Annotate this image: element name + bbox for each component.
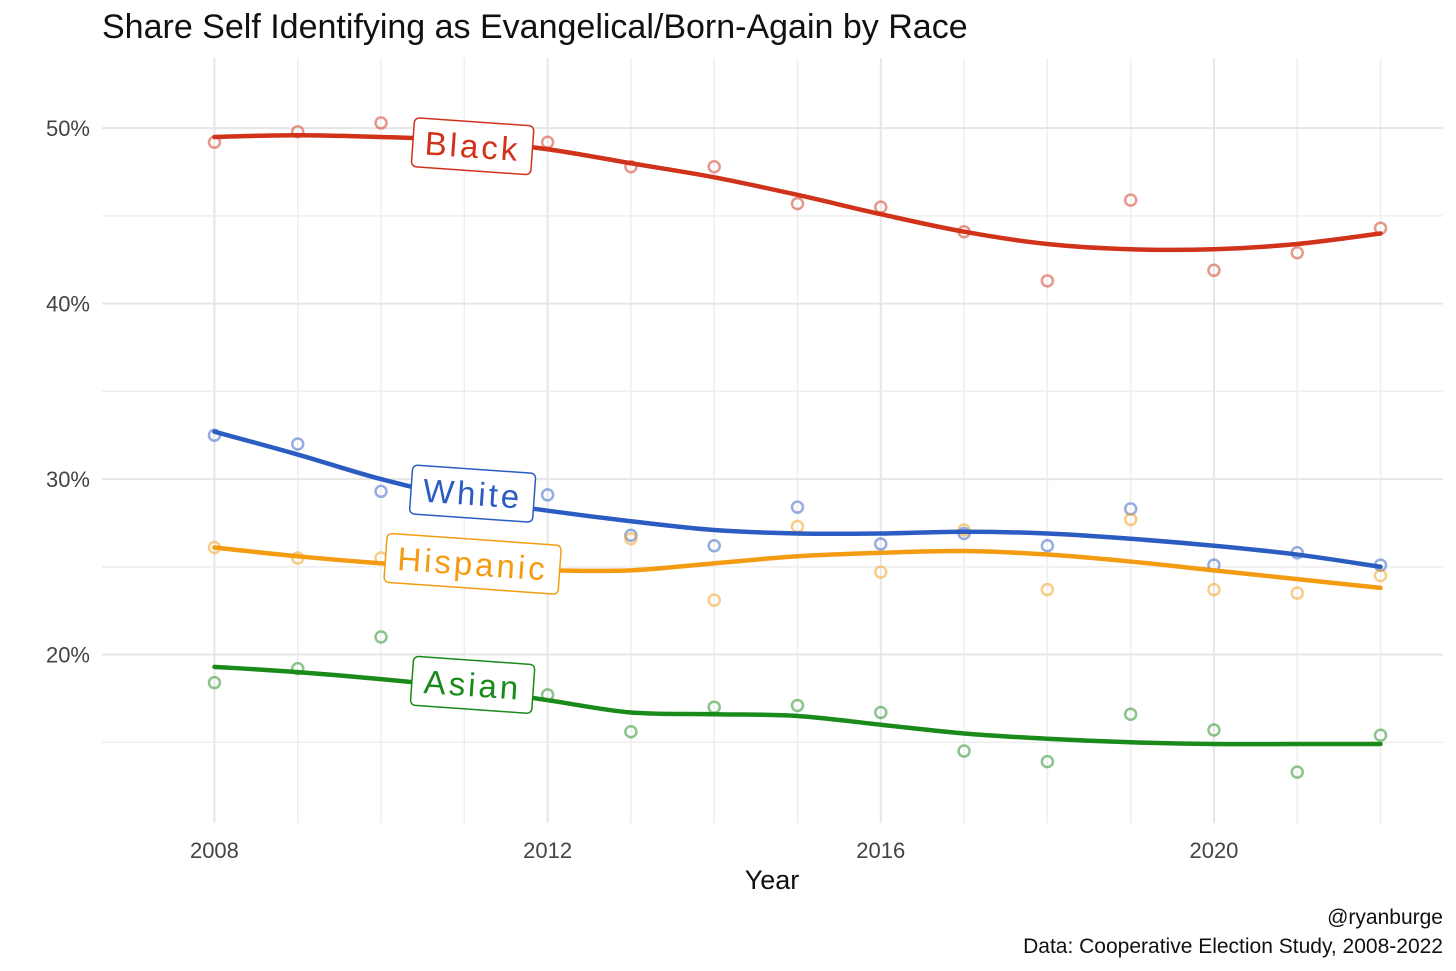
tick-labels: 20% 30% 40% 50% 2008 2012 2016 2020	[46, 116, 1238, 863]
series-label-box	[383, 532, 562, 595]
point-hispanic	[1123, 512, 1138, 527]
series-label-text: Asian	[423, 663, 523, 707]
point-asian	[790, 698, 805, 713]
series-label-black: Black	[410, 117, 535, 176]
point-asian	[207, 675, 222, 690]
point-black	[1207, 263, 1221, 278]
point-hispanic	[1040, 582, 1055, 597]
trend-line-asian	[212, 664, 1383, 747]
point-asian	[1123, 707, 1138, 721]
point-white	[874, 537, 888, 551]
series-label-text: White	[422, 472, 524, 516]
trend-line-white	[212, 429, 1383, 570]
point-white	[540, 488, 555, 502]
point-asian	[1040, 754, 1055, 769]
point-asian	[1373, 728, 1388, 743]
point-asian	[874, 705, 888, 720]
point-white	[790, 500, 805, 514]
point-black	[1040, 274, 1055, 288]
point-white	[1040, 539, 1055, 553]
point-asian	[1207, 723, 1221, 737]
point-hispanic	[707, 593, 721, 607]
point-hispanic	[1290, 586, 1304, 600]
x-tick-label: 2016	[856, 838, 905, 863]
series-label-box	[408, 464, 537, 523]
series-label-text: Black	[424, 124, 522, 168]
y-tick-label: 50%	[46, 116, 90, 141]
point-black	[374, 116, 388, 130]
data-points	[207, 116, 1388, 779]
point-asian	[957, 744, 971, 758]
y-tick-label: 40%	[46, 292, 90, 317]
point-black	[1290, 246, 1304, 260]
y-tick-label: 30%	[46, 467, 90, 492]
point-black	[707, 160, 721, 174]
series-label-box	[410, 117, 535, 176]
point-white	[374, 484, 388, 499]
series-label-white: White	[408, 464, 537, 523]
point-white	[707, 539, 721, 553]
point-black	[1123, 193, 1138, 207]
series-label-hispanic: Hispanic	[383, 532, 562, 595]
point-hispanic	[1207, 582, 1221, 597]
point-black	[790, 196, 805, 211]
point-hispanic	[624, 532, 638, 546]
x-tick-label: 2008	[190, 838, 239, 863]
chart-title: Share Self Identifying as Evangelical/Bo…	[102, 8, 968, 46]
trend-line-black	[212, 132, 1383, 253]
x-tick-label: 2020	[1189, 838, 1238, 863]
x-tick-label: 2012	[523, 838, 572, 863]
point-asian	[374, 630, 388, 644]
grid	[102, 58, 1443, 823]
caption-source: Data: Cooperative Election Study, 2008-2…	[1023, 935, 1443, 958]
point-asian	[624, 725, 638, 739]
point-hispanic	[1373, 568, 1388, 583]
series-labels: Black White Hispanic Asian	[383, 117, 562, 714]
series-label-asian: Asian	[409, 655, 536, 714]
caption-handle: @ryanburge	[1327, 906, 1443, 929]
point-asian	[1290, 765, 1304, 779]
series-label-box	[409, 655, 536, 714]
y-tick-label: 20%	[46, 643, 90, 668]
x-axis-label: Year	[745, 865, 800, 895]
point-white	[290, 437, 305, 451]
point-hispanic	[874, 565, 888, 579]
